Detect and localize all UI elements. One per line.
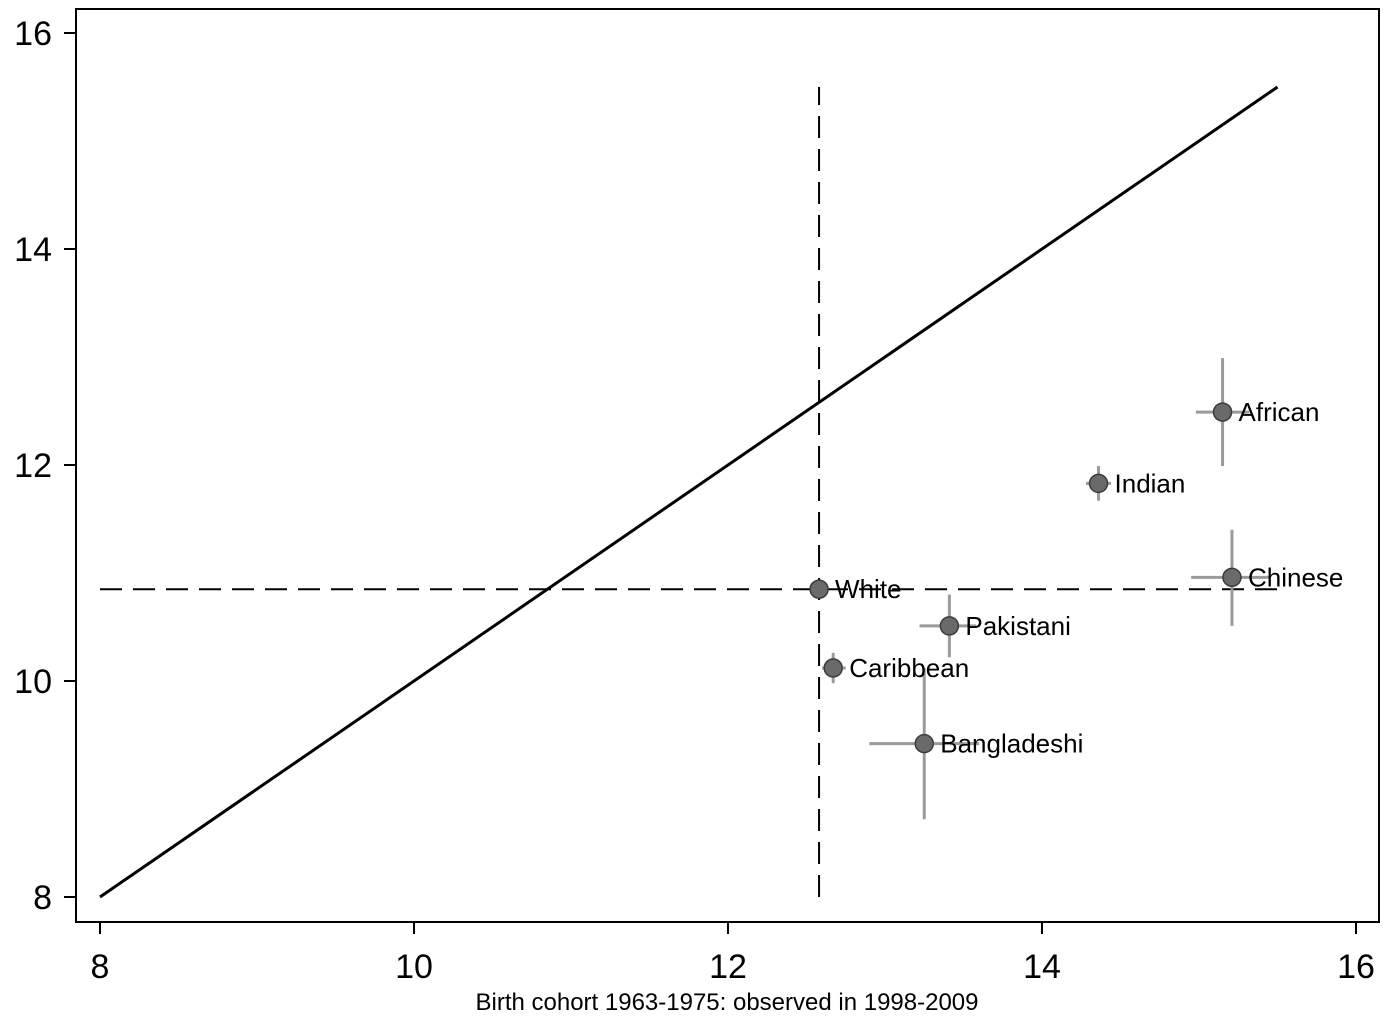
y-tick-label: 14 bbox=[14, 231, 52, 269]
point-african bbox=[1212, 402, 1233, 422]
x-tick-label: 14 bbox=[1023, 948, 1061, 986]
y-tick-label: 8 bbox=[33, 879, 52, 917]
point-white bbox=[809, 579, 829, 599]
y-tick-label: 16 bbox=[14, 15, 52, 53]
x-tick-label: 10 bbox=[395, 948, 433, 986]
point-caribbean bbox=[823, 658, 843, 678]
x-tick-label: 16 bbox=[1337, 948, 1375, 986]
reference-line bbox=[99, 85, 1279, 899]
point-indian bbox=[1088, 473, 1109, 494]
x-axis-title: Birth cohort 1963-1975: observed in 1998… bbox=[475, 989, 978, 1016]
point-label-chinese: Chinese bbox=[1248, 562, 1343, 592]
point-pakistani bbox=[939, 616, 960, 636]
x-tick-label: 12 bbox=[709, 948, 747, 986]
y-tick-label: 10 bbox=[14, 663, 52, 701]
point-bangladeshi bbox=[914, 733, 934, 754]
point-label-caribbean: Caribbean bbox=[849, 653, 969, 683]
x-tick-label: 8 bbox=[91, 948, 110, 986]
y-tick-label: 12 bbox=[14, 447, 52, 485]
point-label-white: White bbox=[835, 574, 901, 604]
point-label-indian: Indian bbox=[1115, 468, 1186, 498]
point-label-pakistani: Pakistani bbox=[965, 611, 1071, 641]
point-label-african: African bbox=[1239, 397, 1320, 427]
point-label-bangladeshi: Bangladeshi bbox=[940, 729, 1083, 759]
point-chinese bbox=[1222, 567, 1242, 588]
